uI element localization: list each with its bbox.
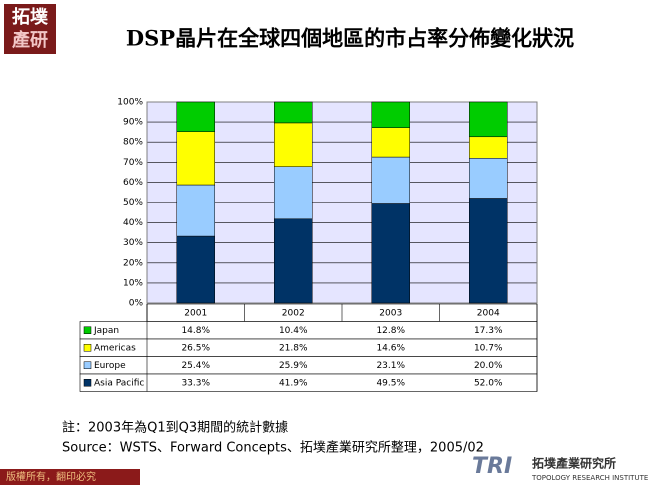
table-value: 20.0% — [474, 361, 503, 371]
y-tick-label: 100% — [117, 98, 143, 108]
legend-label: Europe — [94, 361, 126, 371]
copyright: 版權所有，翻印必究 — [6, 470, 96, 483]
bar-segment — [274, 122, 313, 167]
y-tick-label: 60% — [123, 178, 143, 188]
y-tick-label: 40% — [123, 218, 143, 228]
y-tick-label: 80% — [123, 138, 143, 148]
logo-box — [4, 4, 56, 54]
chart-title: DSP晶片在全球四個地區的市占率分佈變化狀況 — [126, 26, 574, 51]
logo-text: 拓墣 — [12, 6, 48, 28]
table-row — [79, 321, 538, 340]
y-tick-label: 20% — [123, 258, 143, 268]
bar-segment — [469, 198, 508, 304]
bar-segment — [176, 131, 215, 186]
y-tick-label: 90% — [123, 118, 143, 128]
bar-segment — [176, 184, 215, 237]
table-row — [79, 356, 538, 375]
table-value: 25.4% — [181, 361, 210, 371]
y-tick-label: 70% — [123, 158, 143, 168]
bar-segment — [469, 136, 508, 159]
legend-swatch — [83, 344, 92, 352]
table-value: 41.9% — [279, 378, 308, 388]
table-value: 14.8% — [181, 326, 210, 336]
table-value: 52.0% — [474, 378, 503, 388]
bar-segment — [371, 156, 410, 204]
bar-segment — [176, 235, 215, 304]
table-value: 25.9% — [279, 361, 308, 371]
legend-label: Americas — [94, 343, 136, 353]
table-row — [79, 338, 538, 357]
bar-segment — [469, 101, 508, 138]
brand-mark: TRI — [472, 454, 512, 479]
table-value: 10.4% — [279, 326, 308, 336]
legend-swatch — [83, 379, 92, 387]
bar-segment — [469, 158, 508, 199]
table-value: 33.3% — [181, 378, 210, 388]
note: 註：2003年為Q1到Q3期間的統計數據 — [62, 420, 288, 436]
table-value: 14.6% — [376, 343, 405, 353]
y-tick-label: 50% — [123, 198, 143, 208]
y-tick-label: 10% — [123, 278, 143, 288]
footer-bar — [0, 469, 140, 485]
bar-segment — [176, 101, 215, 132]
bar-segment — [371, 203, 410, 304]
table-value: 17.3% — [474, 326, 503, 336]
legend-swatch — [83, 361, 92, 369]
logo-text: 產研 — [12, 29, 48, 51]
legend-label: Japan — [93, 326, 119, 336]
legend-swatch — [83, 326, 92, 334]
x-tick-label: 2002 — [282, 308, 305, 318]
table-row — [79, 373, 538, 392]
note: Source：WSTS、Forward Concepts、拓墣產業研究所整理，2… — [62, 440, 484, 456]
table-value: 12.8% — [376, 326, 405, 336]
x-tick-label: 2003 — [379, 308, 402, 318]
y-tick-label: 30% — [123, 238, 143, 248]
brand-name: 拓墣產業研究所 — [532, 456, 616, 471]
table-value: 26.5% — [181, 343, 210, 353]
bar-segment — [274, 101, 313, 124]
bar-segment — [274, 218, 313, 304]
table-value: 49.5% — [376, 378, 405, 388]
table-value: 21.8% — [279, 343, 308, 353]
table-value: 23.1% — [376, 361, 405, 371]
x-tick-label: 2004 — [477, 308, 500, 318]
legend-label: Asia Pacific — [94, 378, 144, 388]
bar-segment — [371, 127, 410, 158]
table-value: 10.7% — [474, 343, 503, 353]
y-tick-label: 0% — [129, 299, 144, 309]
bar-segment — [274, 166, 313, 220]
brand-subtitle: TOPOLOGY RESEARCH INSTITUTE — [531, 474, 648, 482]
bar-segment — [371, 101, 410, 128]
plot-border — [146, 101, 538, 304]
x-tick-label: 2001 — [184, 308, 207, 318]
